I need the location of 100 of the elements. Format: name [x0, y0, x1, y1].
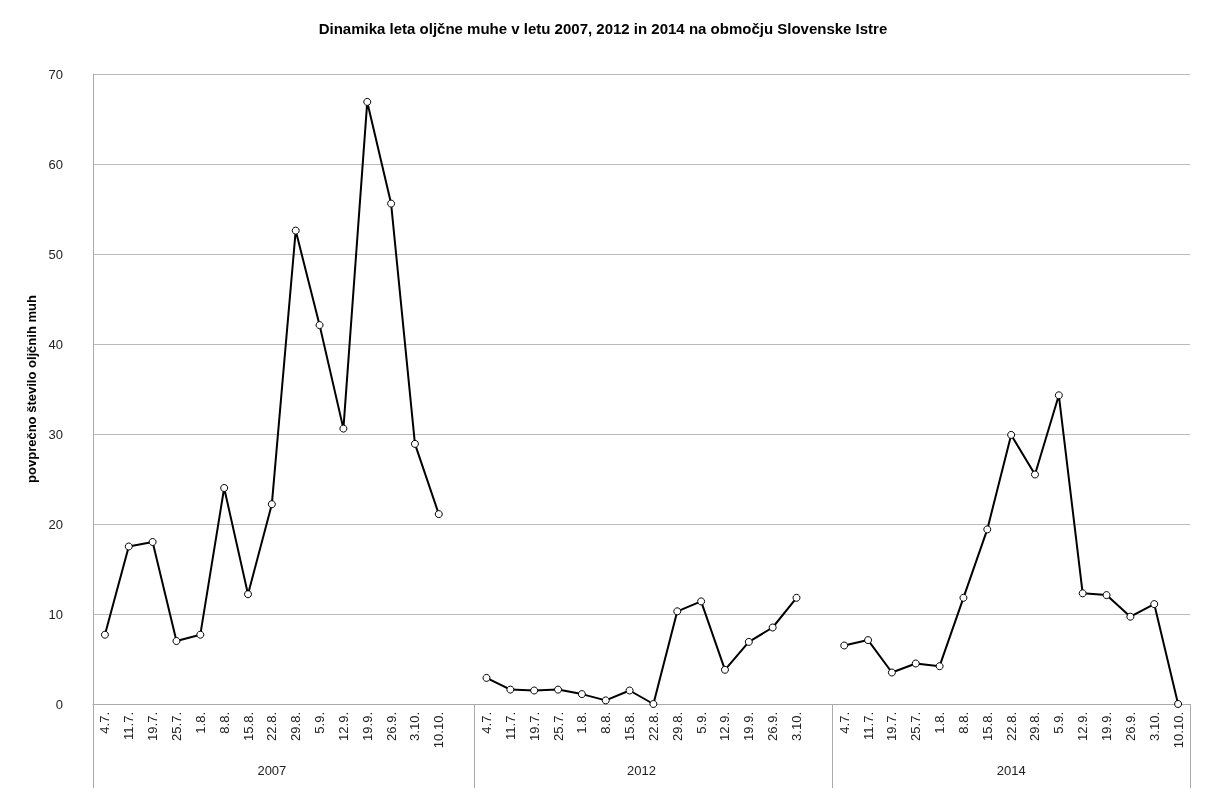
x-tick-label: 25.7. [550, 712, 566, 741]
x-tick-label: 19.7. [526, 712, 542, 741]
point [267, 500, 276, 509]
x-tick-label: 4.7. [836, 712, 852, 734]
point [1102, 591, 1111, 600]
x-tick-label: 8.8. [598, 712, 614, 734]
point [1031, 470, 1039, 479]
point [244, 590, 253, 599]
point [363, 97, 372, 106]
y-tick-label: 70 [48, 66, 63, 82]
point [983, 525, 992, 534]
x-tick-label: 3.10. [1146, 712, 1162, 741]
point [935, 662, 944, 671]
x-tick-label: 1.8. [192, 712, 208, 734]
x-tick-label: 25.7. [908, 712, 924, 741]
x-tick-label: 29.8. [288, 712, 304, 741]
x-tick-label: 5.9. [312, 712, 328, 734]
x-tick-label: 19.7. [884, 712, 900, 741]
x-tick-label: 4.7. [97, 712, 113, 734]
x-tick-label: 15.8. [622, 712, 638, 741]
x-tick-label: 1.8. [932, 712, 948, 734]
x-tick-label: 26.9. [1122, 712, 1138, 741]
x-tick-label: 8.8. [955, 712, 971, 734]
point [601, 696, 610, 705]
y-tick-label: 20 [48, 516, 63, 532]
point [482, 673, 491, 682]
x-tick-label: 19.7. [145, 712, 161, 741]
chart-title: Dinamika leta oljčne muhe v letu 2007, 2012 in 2014 na območju Slovenske Istre [318, 20, 888, 37]
point [744, 637, 753, 646]
y-tick-label: 30 [48, 426, 63, 442]
point [291, 226, 300, 235]
point [911, 659, 920, 668]
x-tick-label: 10.10. [431, 712, 447, 749]
point [887, 668, 896, 677]
y-tick-label: 0 [55, 696, 63, 712]
text: 2014 [996, 762, 1026, 778]
text: 2007 [257, 762, 287, 778]
point [124, 542, 133, 551]
point [1078, 589, 1087, 598]
point [673, 607, 682, 616]
point [1007, 430, 1016, 439]
x-tick-label: 11.7. [502, 712, 518, 740]
point [577, 690, 586, 699]
x-tick-label: 10.10. [1170, 712, 1186, 749]
point [434, 510, 443, 519]
point [1174, 700, 1183, 708]
point [387, 199, 396, 208]
point [1126, 612, 1135, 621]
x-tick-label: 19.9. [1099, 712, 1115, 741]
x-tick-label: 15.8. [979, 712, 995, 741]
x-tick-label: 22.8. [1003, 712, 1019, 741]
point [339, 424, 348, 433]
x-tick-label: 22.8. [264, 712, 280, 741]
point [697, 597, 706, 606]
point [315, 321, 324, 330]
x-tick-label: 3.10. [407, 712, 423, 741]
point [196, 630, 205, 639]
x-tick-label: 22.8. [645, 712, 661, 741]
x-tick-label: 5.9. [1051, 712, 1067, 734]
point [100, 630, 109, 639]
point [959, 593, 968, 602]
x-tick-label: 12.9. [717, 712, 733, 741]
x-tick-label: 5.9. [693, 712, 709, 734]
x-tick-label: 19.9. [359, 712, 375, 741]
point [220, 484, 229, 492]
x-tick-label: 12.9. [335, 712, 351, 741]
x-tick-label: 25.7. [168, 712, 184, 741]
y-tick-label: 50 [48, 246, 63, 262]
y-tick-label: 40 [48, 336, 63, 352]
point [1054, 391, 1063, 400]
x-tick-label: 15.8. [240, 712, 256, 741]
point [625, 686, 634, 695]
x-tick-label: 19.9. [741, 712, 757, 741]
x-tick-label: 12.9. [1075, 712, 1091, 741]
x-tick-label: 4.7. [478, 712, 494, 734]
y-tick-label: 60 [48, 156, 63, 172]
point [864, 636, 873, 645]
x-tick-label: 1.8. [574, 712, 590, 734]
point [649, 700, 658, 708]
x-tick-label: 11.7. [860, 712, 876, 740]
point [1150, 600, 1159, 609]
x-tick-label: 11.7. [121, 712, 137, 740]
y-tick-label: 10 [48, 606, 63, 622]
point [506, 685, 515, 694]
point [720, 665, 729, 674]
point [410, 439, 419, 448]
y-axis-title: povprečno število oljčnih muh [23, 295, 39, 483]
x-tick-label: 29.8. [1027, 712, 1043, 741]
x-tick-label: 29.8. [669, 712, 685, 741]
x-tick-label: 8.8. [216, 712, 232, 734]
point [530, 686, 539, 695]
point [768, 623, 777, 632]
point [554, 685, 563, 694]
point [148, 538, 157, 546]
x-tick-label: 3.10. [789, 712, 805, 741]
point [792, 593, 801, 602]
text: 2012 [627, 762, 656, 778]
x-tick-label: 26.9. [765, 712, 781, 741]
x-tick-label: 26.9. [383, 712, 399, 741]
point [840, 641, 849, 650]
